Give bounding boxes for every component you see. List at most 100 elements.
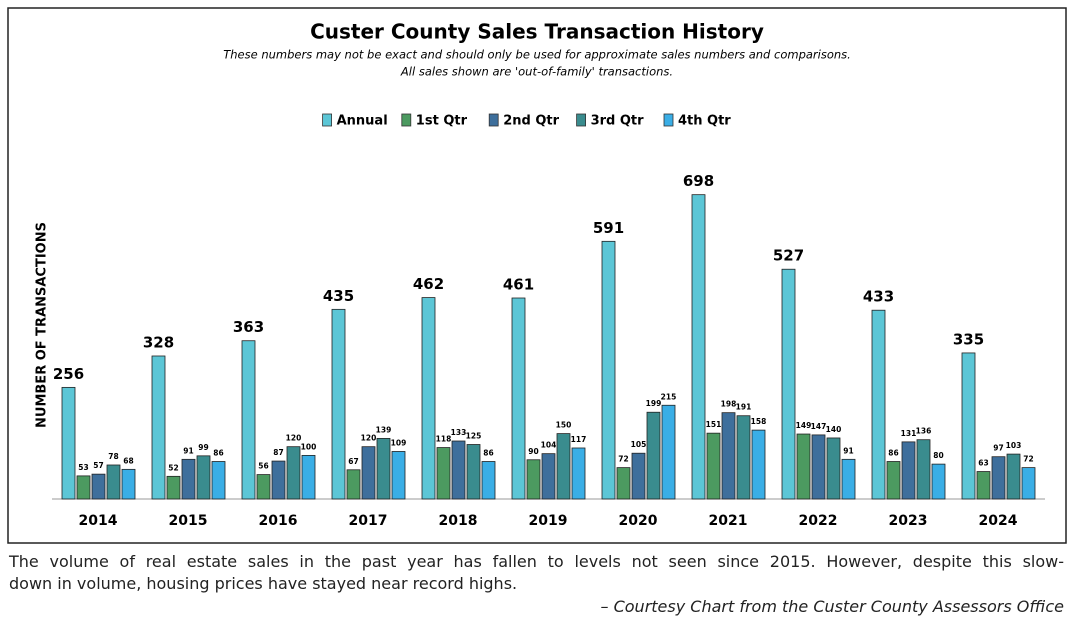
bar	[256, 474, 271, 500]
value-label: 158	[751, 417, 767, 426]
bar	[751, 429, 766, 500]
value-label: 150	[556, 421, 572, 430]
value-label: 67	[348, 457, 358, 466]
value-label: 78	[108, 452, 118, 461]
caption-line: down in volume, housing prices have stay…	[9, 574, 518, 593]
bar	[691, 194, 706, 500]
bar	[61, 386, 76, 500]
bar	[706, 432, 721, 500]
x-tick-label: 2016	[259, 513, 298, 529]
legend-swatch	[322, 113, 333, 127]
bar	[871, 309, 886, 500]
x-tick-label: 2023	[889, 513, 928, 529]
bar	[736, 415, 751, 500]
value-label: 80	[933, 451, 943, 460]
value-label: 256	[53, 365, 84, 383]
value-label: 136	[916, 427, 932, 436]
value-label: 52	[168, 463, 178, 472]
value-label: 120	[286, 434, 302, 443]
value-label: 125	[466, 432, 482, 441]
x-tick-label: 2019	[529, 513, 568, 529]
caption-credit: – Courtesy Chart from the Custer County …	[600, 597, 1065, 616]
legend-swatch	[488, 113, 499, 127]
value-label: 140	[826, 425, 842, 434]
bar	[1021, 467, 1036, 500]
bar	[631, 452, 646, 500]
value-label: 105	[631, 440, 647, 449]
value-label: 90	[528, 447, 538, 456]
value-label: 86	[888, 449, 898, 458]
bar	[931, 463, 946, 500]
value-label: 86	[483, 449, 493, 458]
value-label: 191	[736, 403, 752, 412]
value-label: 198	[721, 400, 737, 409]
y-axis-label: NUMBER OF TRANSACTIONS	[35, 222, 50, 428]
bar	[511, 297, 526, 500]
value-label: 328	[143, 333, 174, 351]
bar	[841, 458, 856, 500]
x-tick-label: 2020	[619, 513, 658, 529]
bar	[901, 441, 916, 500]
bar	[796, 433, 811, 500]
bar	[481, 461, 496, 500]
x-tick-label: 2022	[799, 513, 838, 529]
bar	[271, 460, 286, 500]
value-label: 591	[593, 219, 624, 237]
value-label: 435	[323, 287, 354, 305]
bar	[661, 404, 676, 500]
value-label: 199	[646, 399, 662, 408]
bar	[976, 471, 991, 500]
chart-subtitle: All sales shown are 'out-of-family' tran…	[400, 65, 673, 79]
value-label: 151	[706, 420, 722, 429]
value-label: 433	[863, 288, 894, 306]
bar	[826, 437, 841, 500]
value-label: 104	[541, 441, 557, 450]
bar	[811, 434, 826, 500]
bar	[346, 469, 361, 500]
bar	[601, 240, 616, 500]
bar	[886, 461, 901, 500]
bar	[436, 447, 451, 500]
value-label: 363	[233, 318, 264, 336]
x-tick-label: 2018	[439, 513, 478, 529]
x-tick-label: 2017	[349, 513, 388, 529]
value-label: 117	[571, 435, 587, 444]
bar	[916, 439, 931, 500]
value-label: 53	[78, 463, 88, 472]
bar	[961, 352, 976, 500]
legend-label: 1st Qtr	[416, 114, 468, 129]
chart-subtitle: These numbers may not be exact and shoul…	[223, 48, 851, 62]
bar	[121, 468, 136, 500]
bar	[721, 412, 736, 500]
chart-title: Custer County Sales Transaction History	[310, 20, 764, 44]
value-label: 461	[503, 276, 534, 294]
caption-line: The volume of real estate sales in the p…	[9, 552, 1064, 571]
bar	[541, 453, 556, 500]
legend-label: Annual	[337, 114, 388, 129]
value-label: 149	[796, 421, 812, 430]
chart: Custer County Sales Transaction History …	[7, 7, 1067, 544]
bar	[466, 444, 481, 500]
value-label: 87	[273, 448, 283, 457]
legend-label: 2nd Qtr	[503, 114, 559, 129]
bar	[571, 447, 586, 500]
bar	[91, 473, 106, 500]
value-label: 120	[361, 434, 377, 443]
value-label: 698	[683, 172, 714, 190]
value-label: 131	[901, 429, 917, 438]
bar	[361, 446, 376, 500]
value-label: 91	[183, 446, 193, 455]
x-tick-label: 2015	[169, 513, 208, 529]
bar	[181, 458, 196, 500]
bar	[451, 440, 466, 500]
bar	[556, 433, 571, 500]
bar	[421, 297, 436, 500]
legend-swatch	[576, 113, 586, 127]
value-label: 91	[843, 446, 853, 455]
value-label: 72	[618, 455, 628, 464]
bar	[1006, 453, 1021, 500]
value-label: 139	[376, 425, 392, 434]
bar	[241, 340, 256, 500]
value-label: 103	[1006, 441, 1022, 450]
